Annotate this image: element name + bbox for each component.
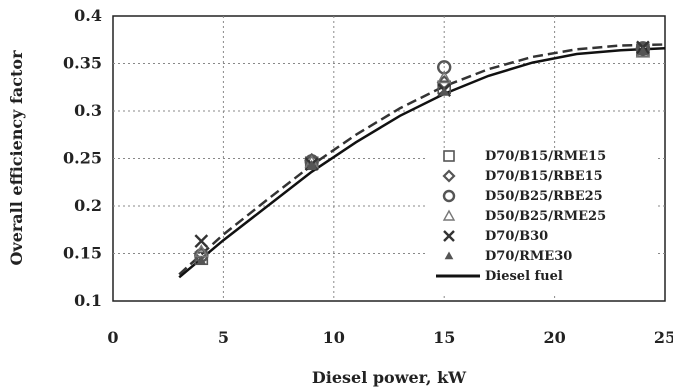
legend-entry-label: D50/B25/RBE25: [485, 189, 603, 204]
legend-marker: [444, 251, 454, 260]
x-tick-label: 15: [433, 328, 455, 347]
legend-marker: [442, 169, 456, 183]
x-tick-label: 5: [218, 328, 229, 347]
diesel-fuel-curve: [178, 47, 666, 279]
legend-background: [425, 148, 657, 293]
legend-marker: [443, 230, 455, 242]
data-point: [194, 234, 209, 248]
data-point: [439, 86, 450, 96]
markers: [193, 40, 651, 266]
x-tick-label: 20: [543, 328, 565, 347]
data-point: [437, 60, 452, 75]
y-tick-label: 0.2: [74, 196, 102, 215]
legend-marker: [442, 209, 456, 221]
data-point: [437, 70, 452, 84]
data-point: [637, 45, 648, 55]
x-axis-label: Diesel power, kW: [312, 368, 467, 387]
legend-entry-label: D70/B30: [485, 229, 548, 244]
x-tick-label: 10: [323, 328, 345, 347]
y-tick-label: 0.15: [63, 244, 102, 263]
y-tick-labels: 0.1 0.15 0.2 0.25 0.3 0.35 0.4: [63, 6, 102, 310]
legend-marker: [442, 189, 456, 203]
legend-entry-label: D70/B15/RBE15: [485, 169, 603, 184]
y-tick-label: 0.1: [74, 291, 102, 310]
x-tick-label: 0: [107, 328, 118, 347]
dashed-fit-curve: [178, 43, 666, 276]
data-point: [306, 159, 317, 169]
y-tick-label: 0.3: [74, 101, 102, 120]
curves: [178, 43, 666, 279]
legend-entry-label: D50/B25/RME25: [485, 209, 606, 224]
y-tick-label: 0.4: [74, 6, 102, 25]
legend-entry-label: Diesel fuel: [485, 269, 563, 284]
y-tick-label: 0.25: [63, 149, 102, 168]
legend: D70/B15/RME15 D70/B15/RBE15 D50/B25/RBE25 D…: [425, 148, 657, 293]
x-tick-labels: 0 5 10 15 20 25: [107, 328, 673, 347]
legend-entry-label: D70/B15/RME15: [485, 149, 606, 164]
legend-entry-label: D70/RME30: [485, 249, 572, 264]
y-axis-label: Overall efficiency factor: [7, 50, 26, 266]
y-tick-label: 0.35: [63, 54, 102, 73]
x-tick-label: 25: [654, 328, 673, 347]
data-point: [196, 255, 207, 265]
legend-marker: [443, 150, 455, 162]
